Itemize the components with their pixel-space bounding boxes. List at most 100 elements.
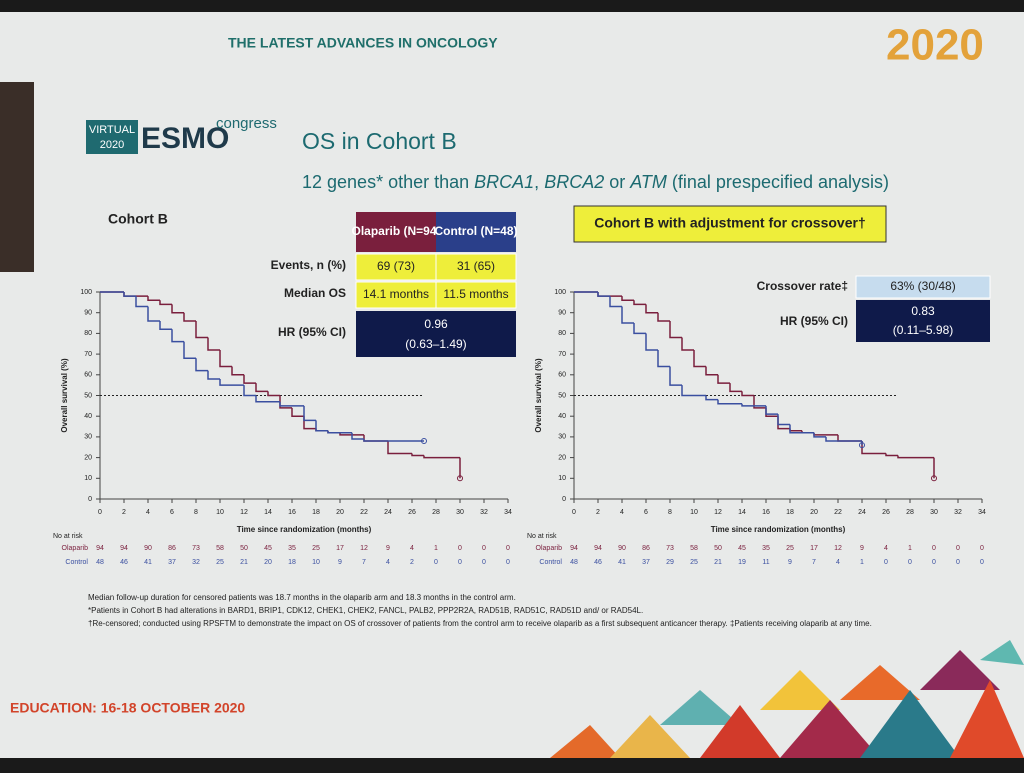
- x-tick-label: 28: [906, 509, 914, 516]
- survival-step: [825, 436, 862, 442]
- y-tick-label: 0: [88, 496, 92, 503]
- at-risk-count: 21: [240, 559, 248, 566]
- survival-step: [717, 374, 730, 384]
- survival-step: [231, 366, 244, 376]
- survival-step: [669, 366, 682, 386]
- at-risk-count: 0: [980, 559, 984, 566]
- survival-step: [897, 455, 934, 459]
- survival-step: [741, 403, 766, 407]
- footnote: †Re-censored; conducted using RPSFTM to …: [88, 619, 872, 628]
- survival-step: [411, 453, 424, 457]
- survival-step: [609, 296, 622, 308]
- x-tick-label: 10: [690, 509, 698, 516]
- survival-step: [387, 441, 412, 455]
- at-risk-count: 0: [482, 559, 486, 566]
- survival-step: [753, 395, 766, 409]
- at-risk-row-label: Control: [65, 559, 88, 566]
- x-tick-label: 16: [288, 509, 296, 516]
- survival-step: [645, 333, 658, 351]
- y-tick-label: 60: [84, 372, 92, 379]
- x-tick-label: 2: [596, 509, 600, 516]
- survival-step: [789, 424, 814, 434]
- survival-step: [717, 399, 742, 405]
- x-tick-label: 0: [572, 509, 576, 516]
- at-risk-count: 73: [192, 545, 200, 552]
- x-tick-label: 18: [786, 509, 794, 516]
- at-risk-count: 0: [458, 559, 462, 566]
- x-tick-label: 12: [240, 509, 248, 516]
- at-risk-count: 94: [96, 545, 104, 552]
- at-risk-count: 9: [338, 559, 342, 566]
- survival-step: [123, 292, 136, 297]
- x-tick-label: 14: [264, 509, 272, 516]
- at-risk-count: 17: [810, 545, 818, 552]
- survival-step: [669, 320, 682, 339]
- logo-virtual: VIRTUAL: [89, 124, 135, 136]
- row-label: Events, n (%): [271, 258, 346, 272]
- x-tick-label: 8: [194, 509, 198, 516]
- at-risk-count: 35: [288, 545, 296, 552]
- at-risk-count: 4: [386, 559, 390, 566]
- at-risk-count: 48: [96, 559, 104, 566]
- censor-mark: [931, 475, 937, 482]
- at-risk-count: 41: [144, 559, 152, 566]
- at-risk-count: 0: [908, 559, 912, 566]
- table-text: 31 (65): [457, 259, 495, 273]
- x-tick-label: 24: [858, 509, 866, 516]
- at-risk-label: No at risk: [527, 533, 557, 540]
- survival-step: [633, 300, 646, 306]
- y-tick-label: 20: [84, 454, 92, 461]
- survival-step: [705, 366, 718, 376]
- footnote: *Patients in Cohort B had alterations in…: [88, 606, 643, 615]
- at-risk-count: 32: [192, 559, 200, 566]
- at-risk-count: 94: [594, 545, 602, 552]
- footnote: Median follow-up duration for censored p…: [88, 593, 516, 602]
- at-risk-count: 90: [144, 545, 152, 552]
- survival-step: [303, 405, 316, 422]
- at-risk-count: 0: [980, 545, 984, 552]
- survival-step: [633, 323, 646, 335]
- survival-step: [327, 430, 352, 434]
- at-risk-count: 0: [482, 545, 486, 552]
- at-risk-count: 37: [642, 559, 650, 566]
- survival-step: [693, 349, 706, 368]
- survival-step: [255, 395, 280, 403]
- at-risk-count: 17: [336, 545, 344, 552]
- at-risk-count: 45: [738, 545, 746, 552]
- y-tick-label: 20: [558, 454, 566, 461]
- survival-step: [171, 304, 184, 314]
- at-risk-count: 90: [618, 545, 626, 552]
- at-risk-count: 37: [168, 559, 176, 566]
- table-cell: [435, 281, 517, 309]
- y-tick-label: 40: [558, 413, 566, 420]
- survival-step: [147, 306, 160, 322]
- y-tick-label: 70: [558, 351, 566, 358]
- at-risk-label: No at risk: [53, 533, 83, 540]
- at-risk-count: 9: [788, 559, 792, 566]
- x-tick-label: 4: [620, 509, 624, 516]
- at-risk-count: 29: [666, 559, 674, 566]
- survival-step: [423, 455, 460, 459]
- y-tick-label: 40: [84, 413, 92, 420]
- table-cell: [855, 275, 991, 299]
- hr-value: 0.96: [424, 317, 448, 331]
- survival-step: [183, 312, 196, 322]
- row-label: Median OS: [284, 286, 346, 300]
- subtitle-part: (final prespecified analysis): [667, 172, 889, 192]
- y-tick-label: 50: [84, 392, 92, 399]
- at-risk-count: 11: [762, 559, 769, 566]
- x-tick-label: 6: [170, 509, 174, 516]
- at-risk-count: 25: [216, 559, 224, 566]
- at-risk-count: 46: [594, 559, 602, 566]
- x-tick-label: 32: [480, 509, 488, 516]
- y-tick-label: 90: [84, 310, 92, 317]
- at-risk-count: 94: [570, 545, 578, 552]
- at-risk-count: 46: [120, 559, 128, 566]
- at-risk-count: 12: [834, 545, 842, 552]
- at-risk-count: 25: [786, 545, 794, 552]
- logo-box: [86, 120, 138, 154]
- at-risk-count: 25: [312, 545, 320, 552]
- survival-step: [219, 378, 244, 386]
- table-text: 63% (30/48): [890, 279, 955, 293]
- table-header-text: Control (N=48): [434, 224, 517, 238]
